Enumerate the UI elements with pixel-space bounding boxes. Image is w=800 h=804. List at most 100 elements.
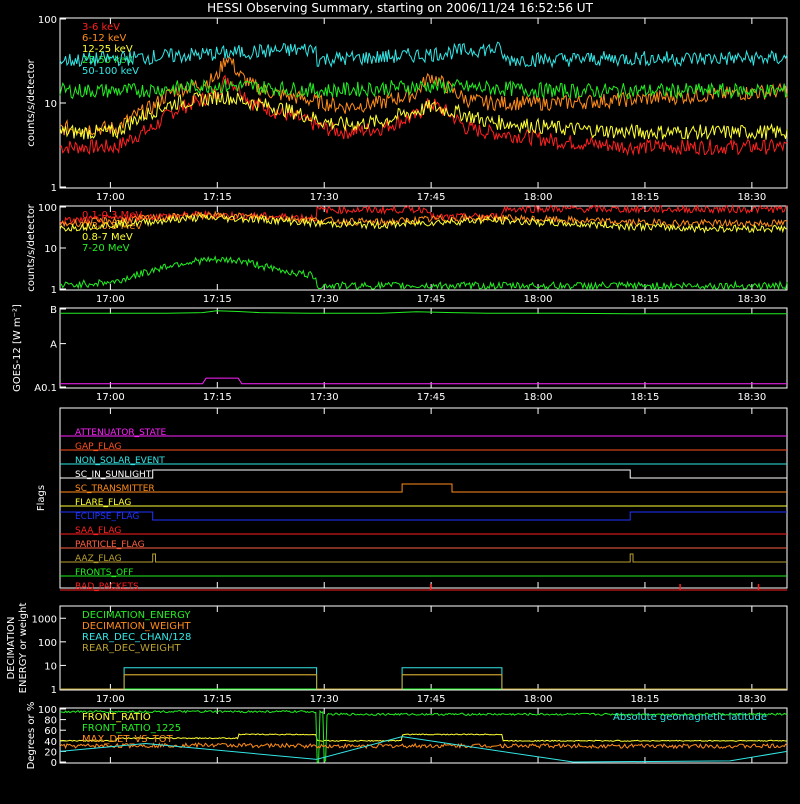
y-tick-label: 10	[44, 244, 57, 255]
panel-annotation: Absolute geomagnetic latitude	[613, 712, 767, 723]
x-tick-label: 17:15	[203, 294, 232, 305]
x-tick-label: 17:00	[96, 694, 125, 705]
x-tick-label: 17:00	[96, 294, 125, 305]
y-tick-label: 100	[38, 203, 57, 214]
x-tick-label: 18:15	[631, 392, 660, 403]
panel-frame	[59, 707, 788, 764]
series-line-ratio-1	[59, 709, 788, 763]
x-tick-label: 17:00	[96, 392, 125, 403]
legend-entry: DECIMATION_WEIGHT	[82, 621, 191, 632]
x-tick-label: 18:00	[524, 192, 553, 203]
y-tick-label: 80	[44, 716, 57, 727]
x-tick-label: 17:15	[203, 694, 232, 705]
flag-label: PARTICLE_FLAG	[75, 540, 145, 550]
x-tick-label: 17:45	[417, 694, 446, 705]
y-axis-label: Degrees or %	[26, 702, 37, 770]
x-tick-label: 18:15	[631, 694, 660, 705]
x-tick-label: 18:30	[737, 392, 766, 403]
series-line-decim-3	[60, 674, 787, 690]
y-axis-label: counts/s/detector	[26, 203, 37, 291]
flag-label: NON_SOLAR_EVENT	[75, 456, 165, 466]
y-axis-label: ENERGY or weight	[18, 603, 29, 694]
y-axis-label: Flags	[36, 485, 47, 511]
y-tick-label: B	[50, 305, 57, 316]
flag-line	[60, 553, 787, 563]
series-line-goes-1	[60, 377, 787, 385]
x-tick-label: 18:15	[631, 294, 660, 305]
series-line-ratio-0	[59, 733, 787, 742]
y-tick-label: 40	[44, 737, 57, 748]
y-axis-label: DECIMATION	[6, 616, 17, 679]
series-line-goes-0	[60, 310, 787, 315]
legend-entry: FRONT_RATIO	[82, 712, 151, 723]
figure-title: HESSI Observing Summary, starting on 200…	[207, 1, 593, 15]
x-tick-label: 17:45	[417, 294, 446, 305]
series-line-highE-2	[59, 214, 787, 234]
flag-line	[60, 511, 787, 521]
panel-frame	[59, 307, 788, 389]
x-tick-label: 18:30	[737, 294, 766, 305]
x-tick-label: 17:45	[417, 392, 446, 403]
series-line-lowE-2	[59, 89, 788, 140]
legend-entry: 6-12 keV	[82, 33, 126, 44]
flag-label: SC_TRANSMITTER	[75, 484, 155, 494]
panel-goes: 17:00 17:15 17:30 17:45 18:00 18:15 18:30 GOES-…	[12, 304, 788, 403]
x-tick-label: 17:45	[417, 192, 446, 203]
series-line-ratio-3	[59, 736, 788, 763]
flag-line	[60, 483, 787, 493]
panel-decim: 17:00 17:15 17:30 17:45 18:00 18:15 18:30 DECIM…	[6, 603, 788, 705]
flag-label: FRONTS_OFF	[75, 568, 133, 578]
flag-label: ATTENUATOR_STATE	[75, 428, 167, 438]
flag-label: ECLIPSE_FLAG	[75, 512, 139, 522]
legend-entry: 12-25 keV	[82, 44, 133, 55]
x-tick-label: 18:00	[524, 392, 553, 403]
y-tick-label: A	[50, 340, 57, 351]
panel-flags: Flags ATTENUATOR_STATE GAP_FLAG NON_SOLAR_E…	[36, 407, 788, 592]
y-tick-label: 60	[44, 726, 57, 737]
legend-entry: DECIMATION_ENERGY	[82, 610, 191, 621]
legend-entry: REAR_DEC_WEIGHT	[82, 643, 181, 654]
y-tick-label: A0.1	[34, 383, 57, 394]
y-tick-label: 10	[44, 661, 57, 672]
y-tick-label: 100	[38, 15, 57, 26]
series-line-highE-0	[59, 203, 788, 226]
x-tick-label: 17:15	[203, 192, 232, 203]
x-tick-label: 17:30	[310, 694, 339, 705]
panel-frame	[59, 605, 788, 691]
x-tick-label: 17:15	[203, 392, 232, 403]
legend-entry: FRONT_RATIO_1225	[82, 723, 181, 734]
flag-label: GAP_FLAG	[75, 442, 121, 452]
panel-lowE: 17:00 17:15 17:30 17:45 18:00 18:15 18:30 count…	[26, 15, 788, 203]
legend-entry: 0.1-0.3 MeV	[82, 210, 142, 221]
y-tick-label: 10	[44, 99, 57, 110]
y-tick-label: 1	[51, 685, 57, 696]
y-tick-label: 1000	[32, 614, 57, 625]
x-tick-label: 17:00	[96, 192, 125, 203]
y-tick-label: 1	[51, 285, 57, 296]
x-tick-label: 18:30	[737, 192, 766, 203]
x-tick-label: 18:15	[631, 192, 660, 203]
y-tick-label: 0	[51, 758, 57, 769]
panel-highE: 17:00 17:15 17:30 17:45 18:00 18:15 18:30 count…	[26, 203, 788, 305]
legend-entry: MAX_DET_VS_TOT	[82, 734, 174, 745]
y-tick-label: 20	[44, 747, 57, 758]
y-tick-label: 100	[38, 638, 57, 649]
flag-label: SC_IN_SUNLIGHT	[75, 470, 152, 480]
y-axis-label: counts/s/detector	[26, 58, 37, 146]
panel-frame	[59, 407, 788, 589]
x-tick-label: 17:30	[310, 192, 339, 203]
legend-entry: 7-20 MeV	[82, 243, 130, 254]
x-tick-label: 18:00	[524, 294, 553, 305]
flag-label: SAA_FLAG	[75, 526, 121, 536]
legend-entry: 3-6 keV	[82, 22, 120, 33]
legend-entry: 50-100 keV	[82, 66, 139, 77]
y-axis-label: GOES-12 [W m⁻²]	[12, 304, 23, 392]
series-line-highE-3	[59, 255, 788, 291]
legend-entry: REAR_DEC_CHAN/128	[82, 632, 191, 643]
legend-entry: 0.8-7 MeV	[82, 232, 133, 243]
series-line-lowE-4	[59, 41, 788, 69]
legend-entry: 25-50 keV	[82, 55, 133, 66]
